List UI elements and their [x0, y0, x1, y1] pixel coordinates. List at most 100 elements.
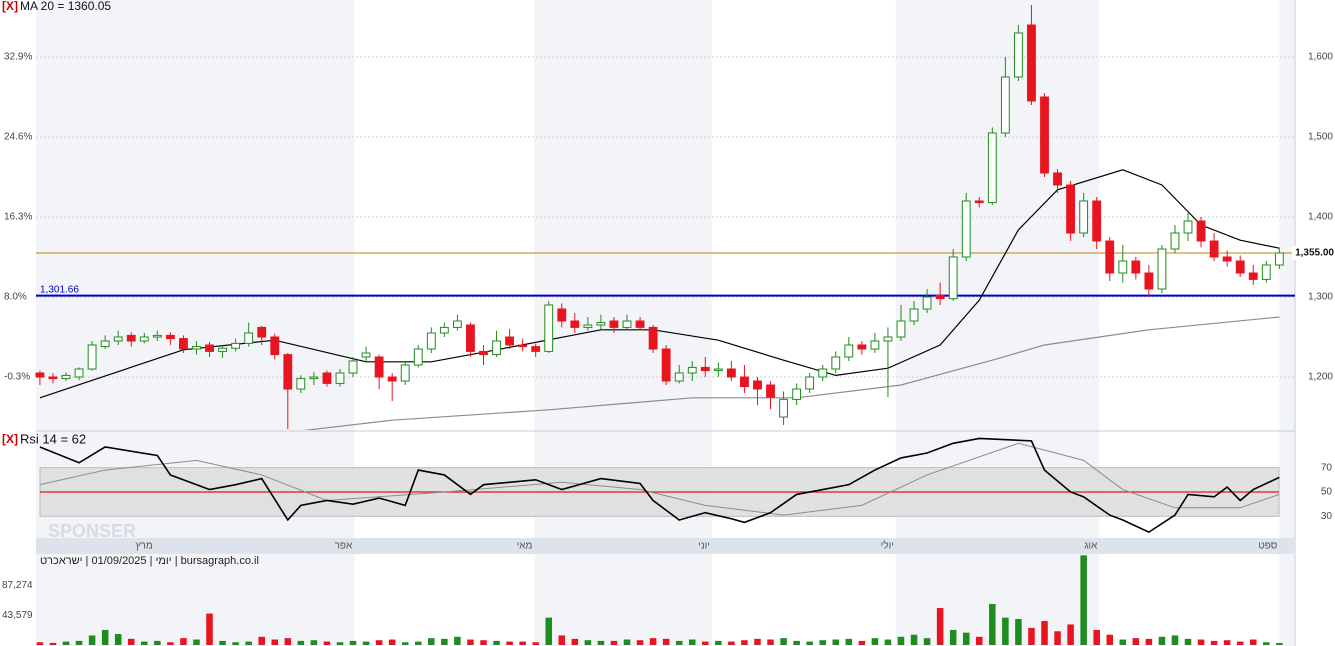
candle-body [544, 304, 554, 352]
close-button[interactable]: [X] [2, 432, 18, 446]
volume-bar [897, 636, 905, 645]
candle-body [1092, 200, 1102, 242]
volume-bar [754, 638, 761, 645]
volume-bar [401, 642, 409, 645]
volume-bar [297, 640, 305, 645]
volume-bar [232, 642, 239, 645]
candle-body [922, 296, 932, 310]
volume-bar [349, 640, 357, 645]
volume-bar [1119, 639, 1127, 645]
volume-bar [454, 636, 461, 645]
y-tick-label: 1,300 [1308, 292, 1333, 303]
volume-bar [323, 641, 331, 645]
volume-bar [715, 640, 722, 645]
candle-body [1170, 232, 1180, 250]
volume-bar [1263, 642, 1270, 645]
volume-bar [1054, 631, 1061, 645]
volume-tick-label: 43,579 [2, 610, 33, 621]
volume-bar [206, 613, 213, 645]
volume-bar [819, 640, 826, 645]
close-button[interactable]: [X] [2, 0, 18, 13]
rsi-tick-label: 30 [1321, 511, 1333, 522]
volume-bar [141, 641, 148, 645]
volume-bar [910, 634, 918, 645]
candle-body [753, 380, 762, 390]
volume-bar [558, 635, 566, 645]
volume-bar [1197, 639, 1205, 645]
candle-body [1053, 172, 1062, 186]
volume-bar [545, 617, 552, 645]
candle-body [557, 308, 567, 322]
candle-body [622, 320, 632, 328]
candle-body [1013, 32, 1023, 78]
volume-bar [480, 640, 487, 645]
volume-bar [923, 638, 931, 645]
candle-body [100, 340, 110, 348]
x-tick-label: מרץ [135, 541, 152, 552]
x-tick-label: מאי [517, 541, 533, 552]
candle-body [674, 372, 684, 382]
volume-bar [1067, 624, 1074, 645]
x-tick-label: יוני [698, 541, 710, 552]
volume-bar [258, 636, 265, 645]
candle-body [322, 372, 332, 384]
candle-body [492, 340, 501, 356]
volume-bar [245, 641, 252, 645]
volume-bar [688, 639, 696, 645]
volume-bar [806, 641, 813, 645]
candle-body [1196, 220, 1206, 242]
x-tick-label: אפר [335, 541, 353, 552]
level-label: 1,301.66 [40, 284, 79, 295]
rsi-label: Rsi 14 = 62 [20, 431, 86, 446]
rsi-tick-label: 50 [1321, 487, 1333, 498]
volume-bar [858, 640, 866, 645]
volume-bar [428, 638, 435, 645]
plot: מרץ אפר מאי יוני יולי אוג ספט 1,600 1,500 1,400 1,… [2, 5, 1335, 645]
rsi-signal [39, 442, 1280, 516]
volume-bar [36, 642, 44, 645]
volume-bar [75, 640, 83, 645]
volume-bar [610, 640, 618, 645]
candle-body [726, 368, 736, 378]
candle-body [152, 334, 162, 338]
candle-body [87, 344, 97, 370]
volume-bar [88, 635, 96, 645]
volume-bar [1028, 627, 1035, 645]
candle-body [479, 350, 488, 356]
candle-body [179, 338, 188, 350]
candle-body [35, 372, 45, 378]
candle-body [648, 326, 658, 350]
volume-bar [949, 629, 957, 645]
volume-bar [127, 638, 135, 645]
volume-bar [871, 638, 879, 645]
candle-body [231, 342, 241, 349]
volume-bar [1080, 555, 1087, 645]
volume-bar [493, 640, 500, 645]
volume-bar [362, 641, 370, 645]
candle-body [531, 346, 541, 352]
volume-bar [506, 641, 513, 645]
volume-bar [167, 642, 174, 645]
candle-body [61, 374, 71, 380]
volume-bar [728, 641, 735, 645]
volume-bar [571, 638, 579, 645]
volume-bar [467, 639, 474, 645]
volume-bar [1276, 642, 1283, 645]
candle-body [1209, 240, 1219, 258]
volume-bar [1171, 635, 1179, 645]
candle-body [361, 352, 371, 358]
rsi-line [39, 437, 1280, 534]
rsi-tick-label: 70 [1321, 462, 1333, 473]
volume-tick-label: 87,274 [2, 580, 33, 591]
candle-body [218, 347, 227, 352]
candle-body [687, 366, 697, 374]
candle-body [1274, 252, 1284, 266]
month-stripe [1279, 0, 1295, 646]
candle-body [387, 376, 397, 382]
candle-body [935, 294, 945, 300]
candle-body [192, 346, 201, 350]
candle-body [713, 368, 723, 372]
candle-body [296, 378, 306, 390]
volume-bar [336, 642, 344, 645]
